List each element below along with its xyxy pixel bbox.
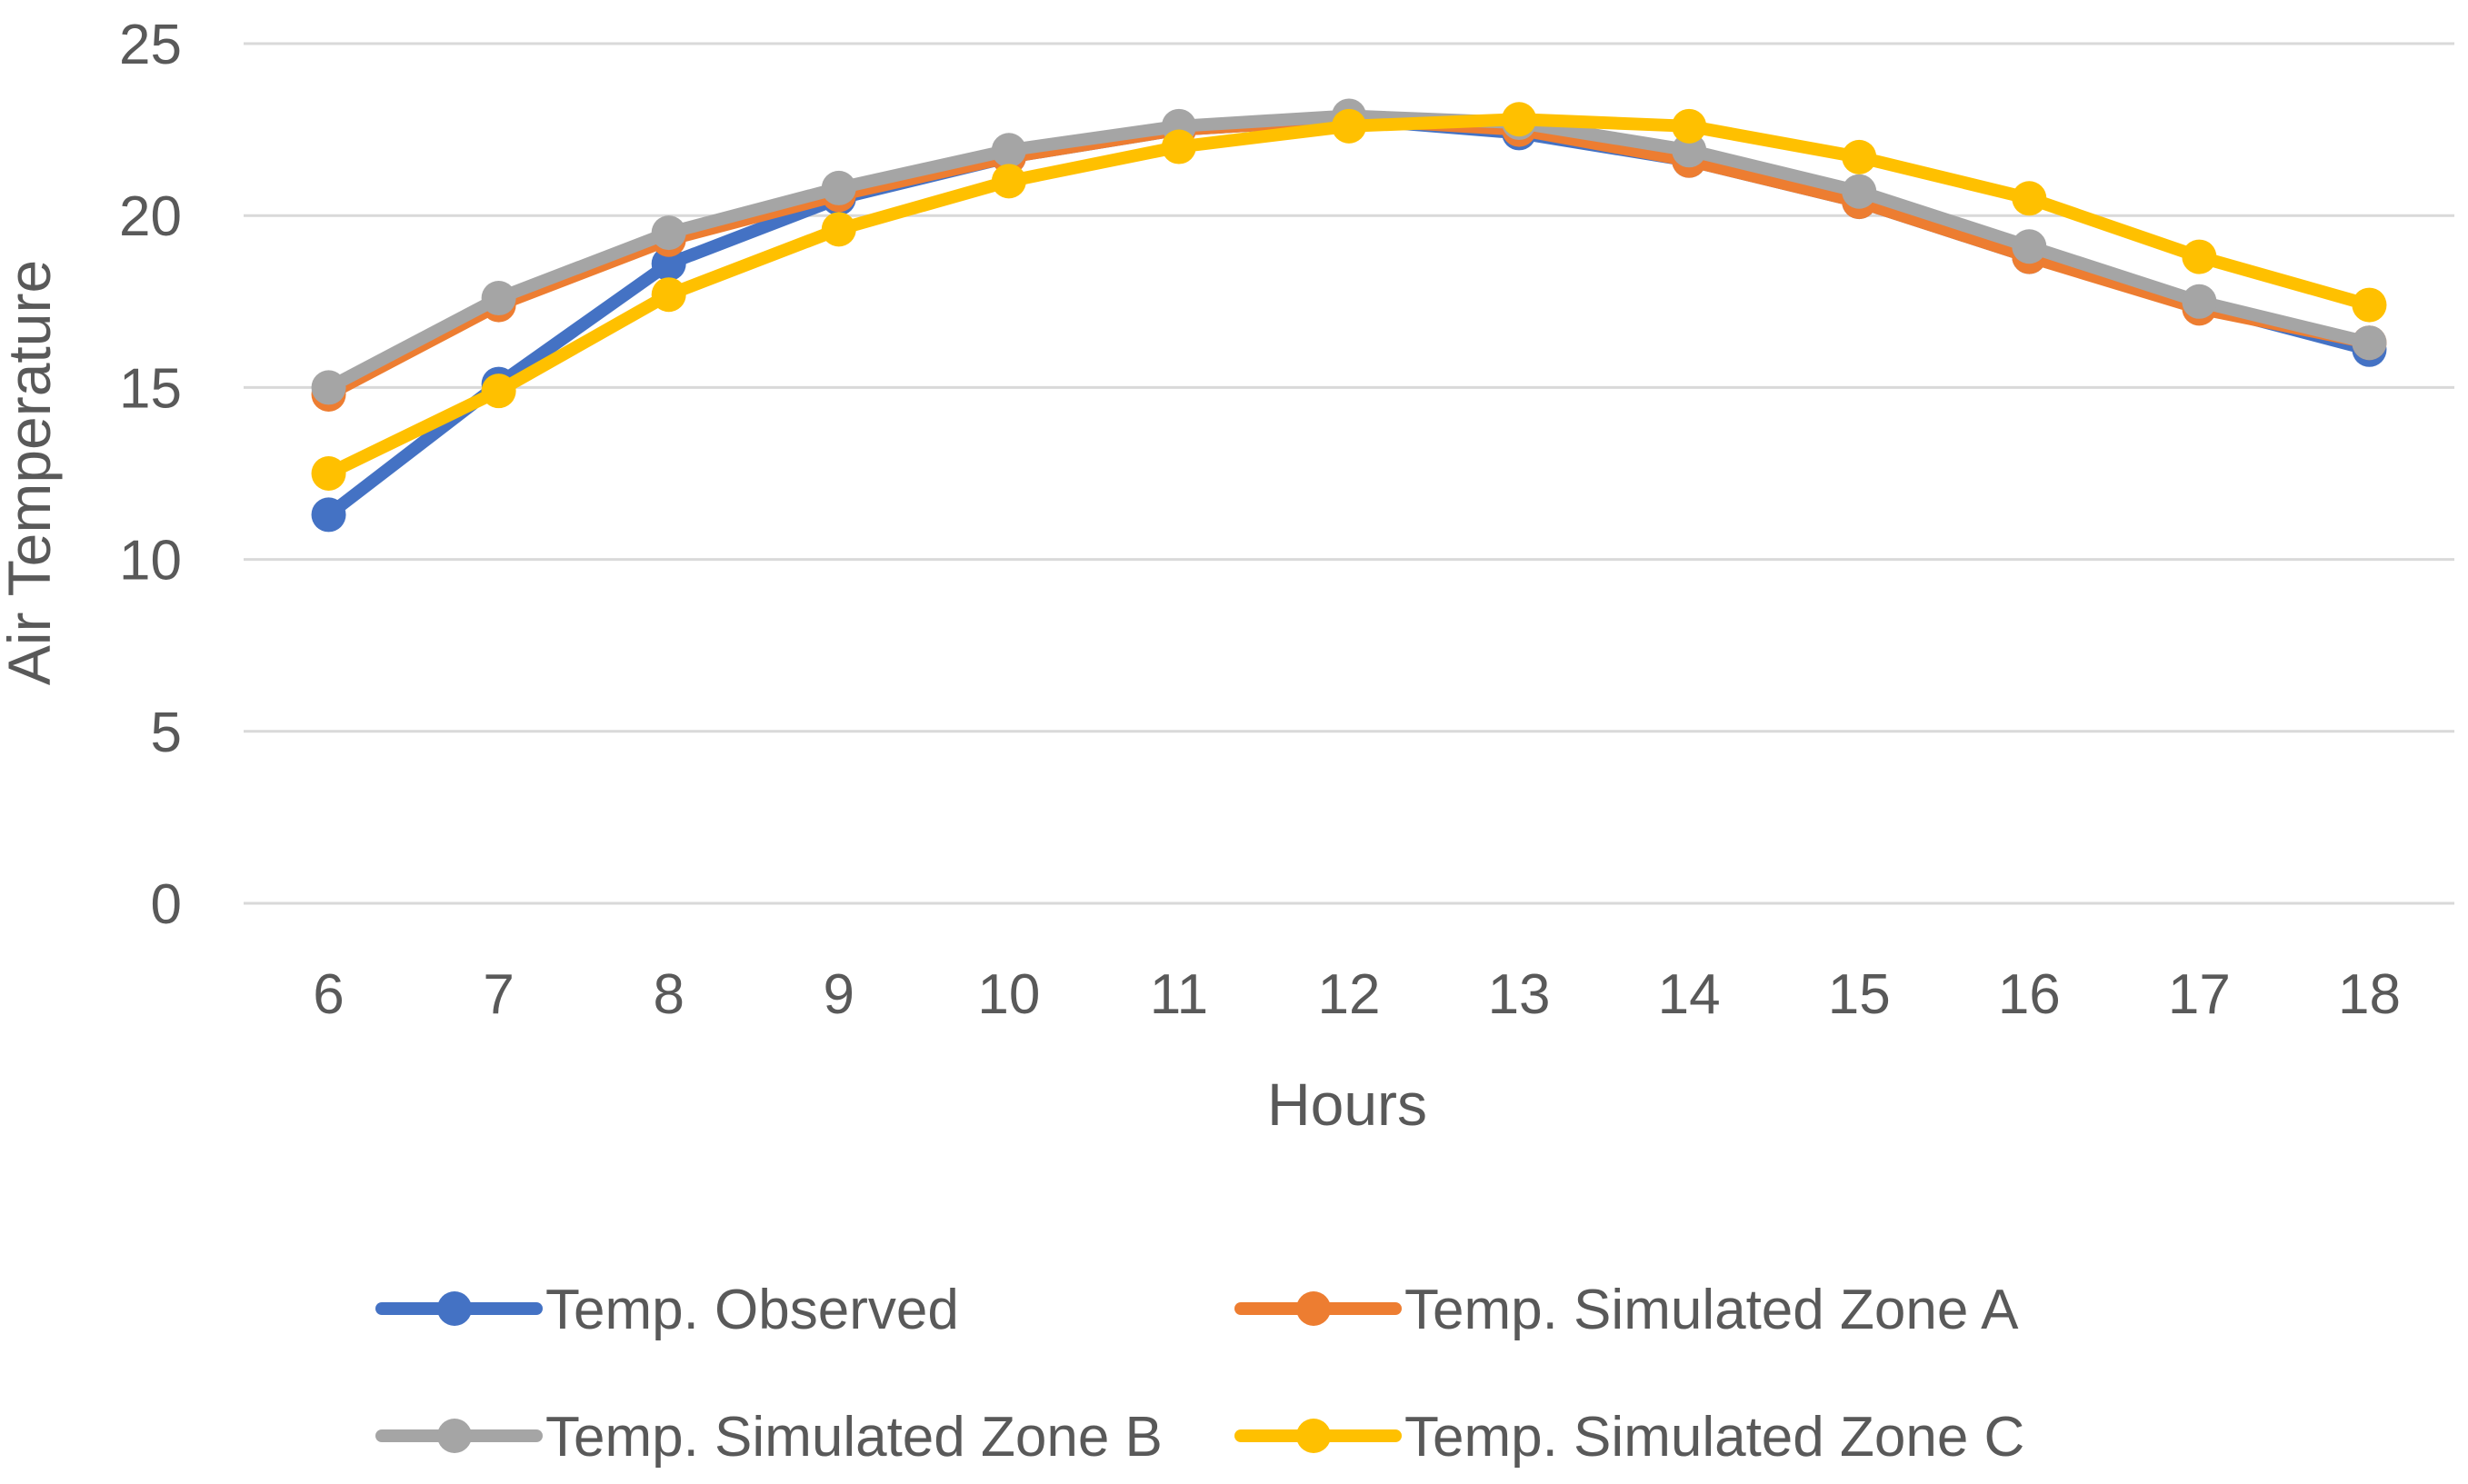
- x-tick-label: 18: [2338, 963, 2401, 1026]
- data-point: [2012, 229, 2047, 264]
- data-point: [311, 456, 346, 491]
- x-tick-label: 10: [977, 963, 1040, 1026]
- y-tick-label: 25: [119, 14, 182, 76]
- y-axis-ticks: 0 5 10 15 20 25: [119, 14, 182, 936]
- legend-swatch-marker: [1296, 1419, 1331, 1453]
- data-point: [1672, 133, 1707, 168]
- y-tick-label: 5: [151, 702, 182, 764]
- x-tick-label: 16: [1998, 963, 2061, 1026]
- y-tick-label: 0: [151, 873, 182, 936]
- data-point: [651, 215, 686, 251]
- x-tick-label: 12: [1318, 963, 1381, 1026]
- data-point: [2352, 287, 2387, 323]
- legend: Temp. Observed Temp. Simulated Zone A Temp…: [375, 1279, 2024, 1469]
- data-point: [311, 497, 346, 533]
- data-point: [311, 370, 346, 405]
- y-axis-title: Air Temperature: [0, 260, 63, 685]
- legend-item: Temp. Simulated Zone B: [375, 1406, 1163, 1469]
- data-point: [2012, 181, 2047, 216]
- data-point: [481, 373, 516, 409]
- legend-label: Temp. Simulated Zone C: [1404, 1406, 2024, 1469]
- legend-label: Temp. Simulated Zone A: [1404, 1279, 2019, 1341]
- x-axis-ticks: 6 7 8 9 10 11 12 13 14 15 16 17 18: [313, 963, 2401, 1026]
- series-line: [322, 109, 2376, 394]
- data-point: [2352, 325, 2387, 361]
- gridlines: [244, 42, 2454, 905]
- legend-swatch-marker: [437, 1419, 472, 1453]
- y-tick-label: 15: [119, 357, 182, 420]
- x-tick-label: 8: [653, 963, 684, 1026]
- series-lines: [311, 98, 2387, 533]
- data-point: [1332, 108, 1366, 144]
- data-point: [1842, 174, 1877, 209]
- x-tick-label: 14: [1658, 963, 1721, 1026]
- data-point: [651, 277, 686, 313]
- x-tick-label: 15: [1828, 963, 1891, 1026]
- data-point: [651, 246, 686, 282]
- legend-item: Temp. Observed: [375, 1279, 959, 1341]
- x-tick-label: 9: [824, 963, 854, 1026]
- legend-label: Temp. Observed: [545, 1279, 959, 1341]
- y-tick-label: 20: [119, 185, 182, 248]
- y-tick-label: 10: [119, 530, 182, 593]
- x-axis-title: Hours: [1267, 1071, 1427, 1138]
- data-point: [991, 133, 1026, 168]
- data-point: [2182, 284, 2217, 319]
- data-point: [1672, 108, 1707, 144]
- series-line: [322, 113, 2376, 480]
- x-tick-label: 11: [1150, 963, 1208, 1026]
- data-point: [1502, 102, 1537, 137]
- data-point: [821, 170, 856, 205]
- legend-label: Temp. Simulated Zone B: [545, 1406, 1163, 1469]
- data-point: [1842, 139, 1877, 174]
- legend-swatch-marker: [1296, 1291, 1331, 1326]
- data-point: [1161, 129, 1196, 164]
- x-tick-label: 7: [483, 963, 514, 1026]
- legend-item: Temp. Simulated Zone A: [1234, 1279, 2019, 1341]
- data-point: [2182, 239, 2217, 274]
- x-tick-label: 6: [313, 963, 344, 1026]
- data-point: [481, 281, 516, 316]
- x-tick-label: 17: [2168, 963, 2231, 1026]
- legend-swatch-marker: [437, 1291, 472, 1326]
- x-tick-label: 13: [1488, 963, 1551, 1026]
- data-point: [991, 164, 1026, 199]
- series-4: [311, 102, 2387, 491]
- series-3: [311, 98, 2387, 405]
- data-point: [821, 212, 856, 247]
- legend-item: Temp. Simulated Zone C: [1234, 1406, 2024, 1469]
